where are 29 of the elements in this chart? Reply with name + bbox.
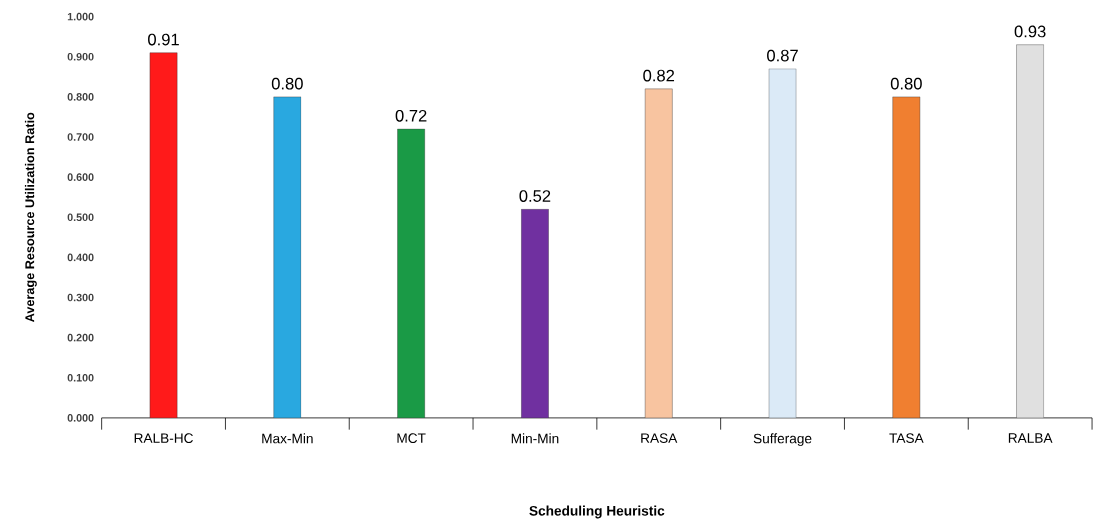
data-label: 0.82 bbox=[643, 69, 675, 82]
y-tick-label: 0.100 bbox=[67, 374, 94, 382]
x-tick-label: MCT bbox=[397, 433, 426, 444]
y-axis-title: Average Resource Utilization Ratio bbox=[24, 112, 37, 323]
y-tick-label: 0.500 bbox=[67, 213, 94, 222]
y-tick-label: 0.200 bbox=[67, 334, 94, 342]
x-tick-label: RASA bbox=[641, 433, 678, 444]
y-tick-label: 0.400 bbox=[67, 253, 94, 262]
y-tick-label: 0.900 bbox=[67, 53, 94, 61]
data-label: 0.93 bbox=[1014, 25, 1046, 38]
y-tick-label: 0.600 bbox=[67, 173, 94, 182]
x-tick-label: TASA bbox=[889, 433, 924, 444]
y-tick-label: 0.300 bbox=[67, 293, 94, 302]
x-tick-label: Max-Min bbox=[262, 433, 313, 444]
x-tick-label: Min-Min bbox=[511, 433, 559, 444]
x-tick-label: Sufferage bbox=[753, 433, 812, 447]
data-label: 0.80 bbox=[890, 77, 922, 90]
y-tick-label: 0.700 bbox=[67, 133, 94, 141]
x-tick-label: RALB-HC bbox=[134, 433, 193, 444]
data-label: 0.87 bbox=[767, 49, 798, 62]
y-tick-label: 0.800 bbox=[67, 93, 94, 101]
data-label: 0.91 bbox=[148, 33, 179, 46]
x-axis-title: Scheduling Heuristic bbox=[529, 505, 665, 519]
data-label: 0.72 bbox=[395, 110, 427, 122]
y-tick-label: 0.000 bbox=[67, 414, 94, 422]
y-tick-label: 1.000 bbox=[67, 13, 94, 21]
data-label: 0.80 bbox=[271, 77, 303, 90]
data-label: 0.52 bbox=[519, 190, 551, 203]
x-tick-label: RALBA bbox=[1008, 433, 1053, 443]
